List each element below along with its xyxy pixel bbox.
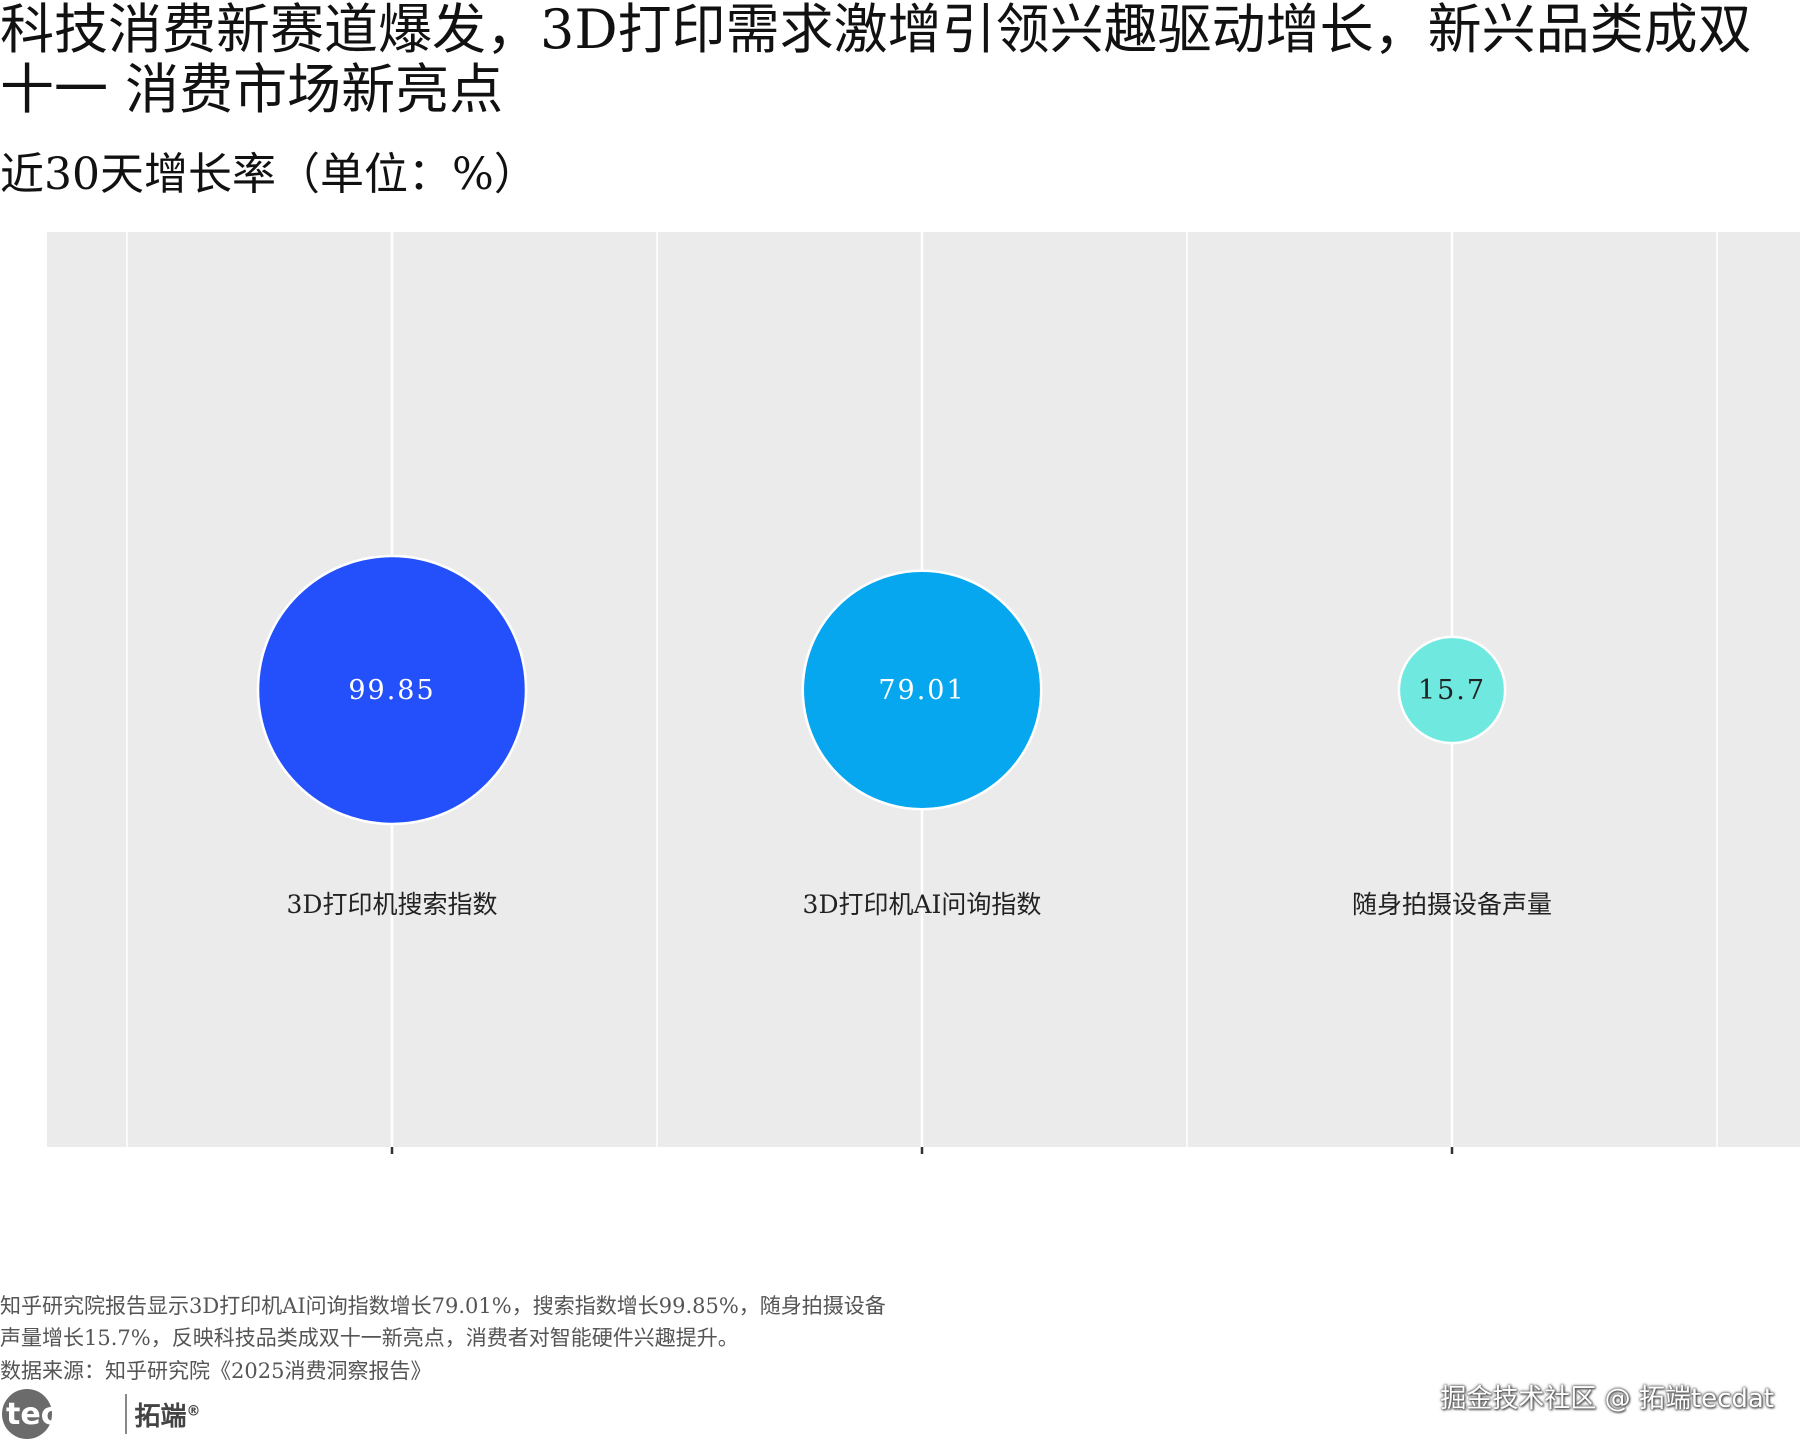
brand-logo: tecdat 拓端®: [2, 1388, 201, 1440]
bubble: [801, 569, 1043, 811]
data-source: 数据来源：知乎研究院《2025消费洞察报告》: [0, 1359, 432, 1383]
tecdat-logo: tecdat: [2, 1389, 115, 1439]
chart-subtitle: 近30天增长率（单位：%）: [0, 149, 538, 200]
chart-caption: 知乎研究院报告显示3D打印机AI问询指数增长79.01%，搜索指数增长99.85…: [0, 1294, 886, 1350]
bubble: [1397, 635, 1507, 745]
value-label: 79.01: [878, 675, 965, 706]
brand-name-text: 拓端: [134, 1401, 187, 1432]
logo-circle-icon: [2, 1389, 52, 1439]
logo-text: tecdat: [6, 1396, 115, 1432]
brand-name: 拓端®: [135, 1396, 201, 1433]
category-label: 随身拍摄设备声量: [1352, 890, 1552, 919]
category-label: 3D打印机AI问询指数: [803, 890, 1042, 919]
bubble: [256, 554, 528, 826]
logo-divider: [124, 1394, 127, 1434]
bubble-chart: 99.85 79.01 15.7 3D打印机搜索指数 3D打印机AI问询指数 随身拍摄设…: [47, 232, 1800, 1154]
value-label: 99.85: [348, 675, 435, 706]
value-label: 15.7: [1418, 675, 1486, 706]
registered-mark: ®: [186, 1402, 201, 1419]
category-label: 3D打印机搜索指数: [287, 890, 498, 919]
watermark: 掘金技术社区 @ 拓端tecdat: [1440, 1384, 1774, 1414]
chart-title: 科技消费新赛道爆发，3D打印需求激增引领兴趣驱动增长，新兴品类成双十一 消费市场…: [0, 0, 1752, 121]
